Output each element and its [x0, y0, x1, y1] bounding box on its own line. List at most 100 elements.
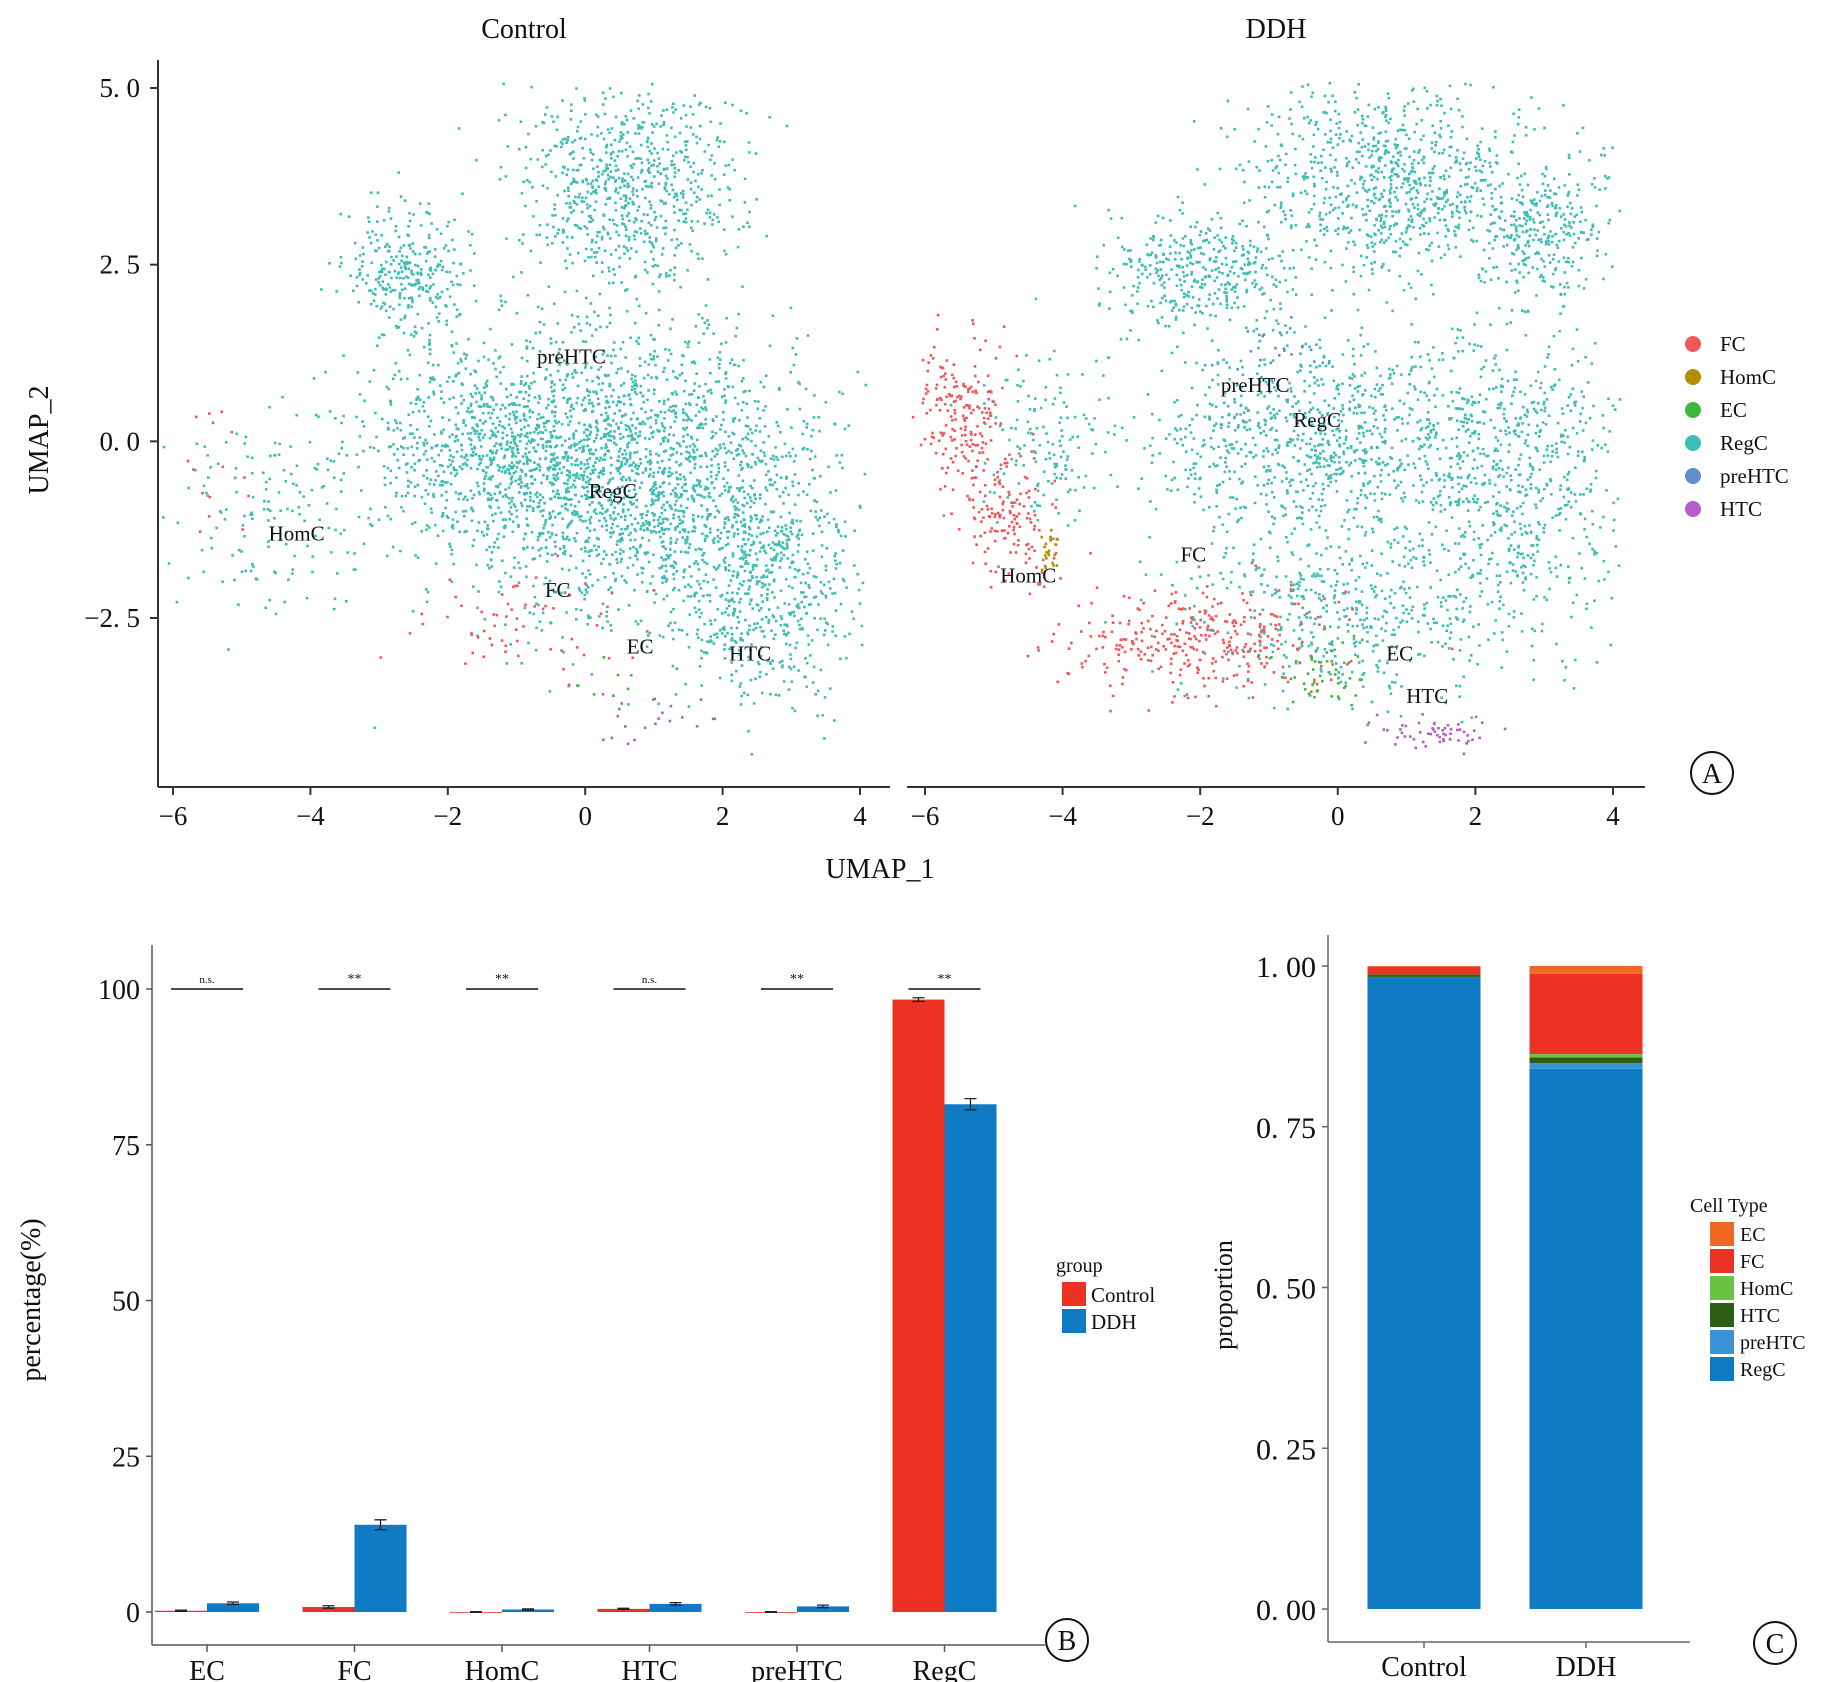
point-RegC: [629, 514, 632, 517]
point-RegC: [671, 664, 675, 668]
point-RegC: [704, 573, 708, 576]
point-RegC: [1362, 183, 1365, 186]
point-RegC: [525, 484, 528, 488]
point-RegC: [782, 680, 786, 683]
point-RegC: [764, 551, 768, 555]
point-RegC: [672, 433, 675, 437]
point-RegC: [1270, 113, 1274, 116]
point-RegC: [1340, 192, 1343, 196]
point-RegC: [501, 403, 504, 407]
point-RegC: [543, 524, 546, 527]
point-RegC: [797, 543, 800, 547]
point-RegC: [440, 432, 443, 435]
point-RegC: [412, 453, 415, 457]
point-RegC: [573, 442, 576, 446]
point-RegC: [1367, 148, 1370, 152]
point-RegC: [418, 202, 422, 205]
point-RegC: [680, 452, 683, 456]
point-RegC: [606, 401, 610, 404]
point-RegC: [429, 266, 432, 270]
point-RegC: [525, 442, 529, 446]
point-RegC: [274, 612, 278, 616]
point-RegC: [440, 290, 444, 294]
point-RegC: [460, 443, 463, 447]
point-RegC: [1436, 197, 1440, 200]
point-RegC: [549, 515, 552, 518]
point-RegC: [532, 446, 535, 450]
point-RegC: [689, 126, 692, 129]
point-RegC: [1447, 247, 1451, 251]
point-RegC: [621, 538, 624, 542]
point-RegC: [646, 169, 650, 172]
point-RegC: [509, 643, 512, 646]
point-RegC: [548, 481, 552, 484]
point-RegC: [726, 536, 730, 539]
point-RegC: [388, 305, 392, 308]
point-RegC: [473, 284, 476, 288]
point-RegC: [671, 453, 675, 456]
point-RegC: [340, 446, 343, 450]
point-RegC: [490, 451, 494, 454]
point-RegC: [603, 433, 606, 436]
point-RegC: [673, 503, 677, 506]
point-RegC: [439, 430, 443, 434]
point-RegC: [623, 579, 626, 582]
point-RegC: [505, 434, 509, 437]
point-FC: [522, 625, 525, 628]
point-RegC: [1581, 126, 1585, 130]
point-RegC: [455, 468, 458, 472]
point-RegC: [746, 221, 749, 225]
point-RegC: [504, 448, 508, 452]
point-RegC: [746, 562, 750, 565]
point-RegC: [626, 494, 630, 498]
point-RegC: [505, 395, 509, 399]
point-RegC: [744, 618, 747, 622]
point-RegC: [561, 456, 565, 459]
point-RegC: [537, 401, 540, 405]
point-RegC: [686, 342, 690, 345]
cluster-label: RegC: [589, 479, 637, 503]
point-RegC: [509, 506, 513, 509]
point-RegC: [561, 99, 564, 102]
point-RegC: [675, 238, 679, 241]
point-RegC: [407, 479, 410, 483]
point-RegC: [729, 441, 733, 444]
point-RegC: [512, 503, 516, 506]
point-RegC: [584, 247, 588, 251]
point-RegC: [244, 569, 247, 573]
point-RegC: [432, 495, 436, 498]
point-RegC: [590, 192, 593, 195]
point-FC: [208, 495, 212, 499]
point-RegC: [1536, 191, 1539, 194]
cluster-label: EC: [627, 634, 654, 658]
point-RegC: [795, 535, 799, 538]
point-RegC: [377, 246, 381, 250]
point-RegC: [1487, 147, 1491, 151]
point-RegC: [530, 530, 534, 534]
point-RegC: [614, 248, 618, 252]
point-RegC: [628, 547, 632, 550]
point-RegC: [387, 283, 390, 286]
point-RegC: [611, 151, 615, 154]
point-RegC: [652, 258, 655, 261]
point-RegC: [733, 639, 737, 643]
point-RegC: [469, 404, 472, 408]
point-RegC: [619, 552, 622, 555]
point-RegC: [615, 403, 619, 407]
point-RegC: [425, 600, 429, 604]
point-RegC: [598, 230, 601, 234]
point-RegC: [601, 626, 604, 630]
point-RegC: [320, 486, 324, 489]
point-RegC: [742, 377, 745, 380]
point-RegC: [564, 490, 568, 494]
point-RegC: [635, 230, 638, 234]
point-RegC: [841, 549, 845, 552]
point-RegC: [567, 568, 571, 572]
point-RegC: [511, 434, 514, 438]
point-RegC: [672, 577, 676, 581]
point-RegC: [411, 410, 415, 414]
point-RegC: [681, 408, 685, 411]
point-RegC: [748, 527, 752, 531]
point-RegC: [1480, 215, 1483, 218]
point-RegC: [758, 550, 762, 553]
